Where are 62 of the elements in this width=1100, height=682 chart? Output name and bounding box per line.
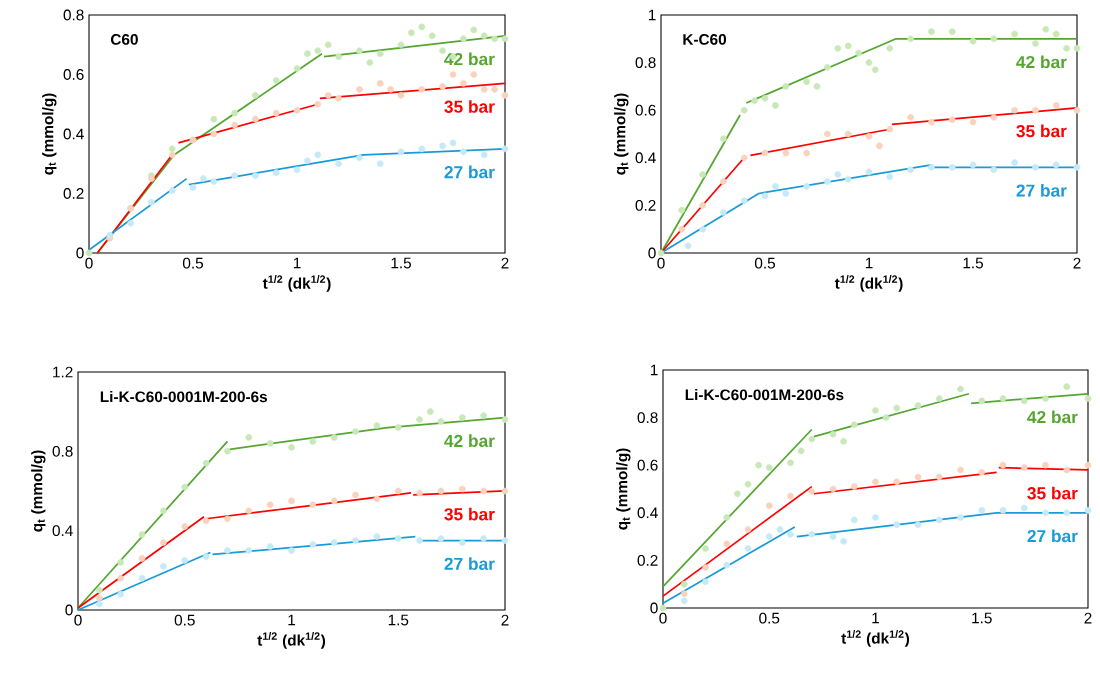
x-tick-label: 0 — [659, 612, 667, 624]
y-tick-label: 0.6 — [635, 104, 656, 116]
y-tick-label: 0.8 — [637, 412, 658, 424]
series-label: 35 bar — [444, 507, 495, 521]
y-tick-label: 0.6 — [637, 459, 658, 471]
y-tick-label: 0 — [648, 247, 656, 259]
series-label: 27 bar — [1016, 184, 1067, 197]
x-axis-title: t$^{1/2}$ (dk$^{1/2}$) — [841, 630, 910, 647]
x-tick-label: 1 — [865, 257, 873, 269]
x-tick-label: 1.5 — [963, 257, 984, 269]
y-tick-label: 1 — [650, 364, 658, 376]
x-tick-label: 1 — [872, 612, 880, 624]
x-tick-label: 0.5 — [759, 612, 780, 624]
y-tick-label: 0 — [650, 602, 658, 614]
x-tick-label: 0.5 — [174, 614, 195, 626]
y-axis-title: q$_{t}$ (mmol/g) — [42, 93, 57, 175]
series-label: 42 bar — [1027, 410, 1078, 424]
x-tick-label: 2 — [1073, 257, 1081, 269]
x-tick-label: 1.5 — [388, 614, 409, 626]
y-tick-label: 0.4 — [63, 128, 84, 140]
x-tick-label: 2 — [501, 614, 509, 626]
x-axis-title: t$^{1/2}$ (dk$^{1/2}$) — [262, 275, 331, 292]
y-tick-label: 0.4 — [635, 152, 656, 164]
y-tick-label: 0.2 — [63, 188, 84, 199]
x-tick-label: 0.5 — [182, 257, 204, 269]
x-tick-label: 1 — [288, 614, 296, 626]
y-tick-label: 0.2 — [637, 554, 658, 566]
text: Li-K-C60-001M-200-6s — [685, 388, 844, 401]
y-tick-label: 0.4 — [52, 525, 73, 537]
text: K-C60 — [683, 33, 727, 45]
series-label: 42 bar — [444, 434, 495, 448]
series-label: 35 bar — [1027, 486, 1078, 500]
y-axis-title: q$_{t}$ (mmol/g) — [614, 93, 629, 175]
text: C60 — [110, 33, 138, 45]
x-tick-label: 2 — [501, 257, 509, 269]
y-axis-title: q$_{t}$ (mmol/g) — [31, 450, 46, 532]
series-label: 27 bar — [444, 557, 495, 571]
y-tick-label: 1 — [648, 9, 656, 21]
y-tick-label: 1.2 — [53, 366, 73, 378]
x-tick-label: 1.5 — [391, 257, 412, 269]
y-tick-label: 0.8 — [635, 57, 656, 69]
y-tick-label: 0 — [76, 247, 84, 259]
series-label: 35 bar — [1016, 124, 1067, 138]
text: Li-K-C60-0001M-200-6s — [100, 390, 268, 403]
x-tick-label: 1.5 — [972, 612, 992, 624]
y-tick-label: 0.8 — [63, 9, 84, 21]
y-tick-label: 0.2 — [635, 199, 656, 211]
y-tick-label: 0.4 — [637, 507, 658, 519]
x-axis-title: t$^{1/2}$ (dk$^{1/2}$) — [257, 632, 326, 649]
x-tick-label: 0 — [85, 257, 93, 269]
y-tick-label: 0.8 — [52, 445, 73, 457]
series-label: 42 bar — [1016, 55, 1067, 69]
y-tick-label: 0.6 — [63, 69, 84, 80]
x-tick-label: 1 — [293, 257, 301, 269]
series-label: 27 bar — [444, 165, 495, 179]
y-axis-title: q$_{t}$ (mmol/g) — [616, 448, 631, 530]
x-axis-title: t$^{1/2}$ (dk$^{1/2}$) — [834, 275, 903, 292]
y-tick-label: 0 — [65, 604, 73, 616]
series-label: 27 bar — [1027, 529, 1078, 543]
series-label: 35 bar — [444, 100, 495, 113]
x-tick-label: 0.5 — [754, 257, 776, 269]
x-tick-label: 2 — [1084, 612, 1092, 624]
